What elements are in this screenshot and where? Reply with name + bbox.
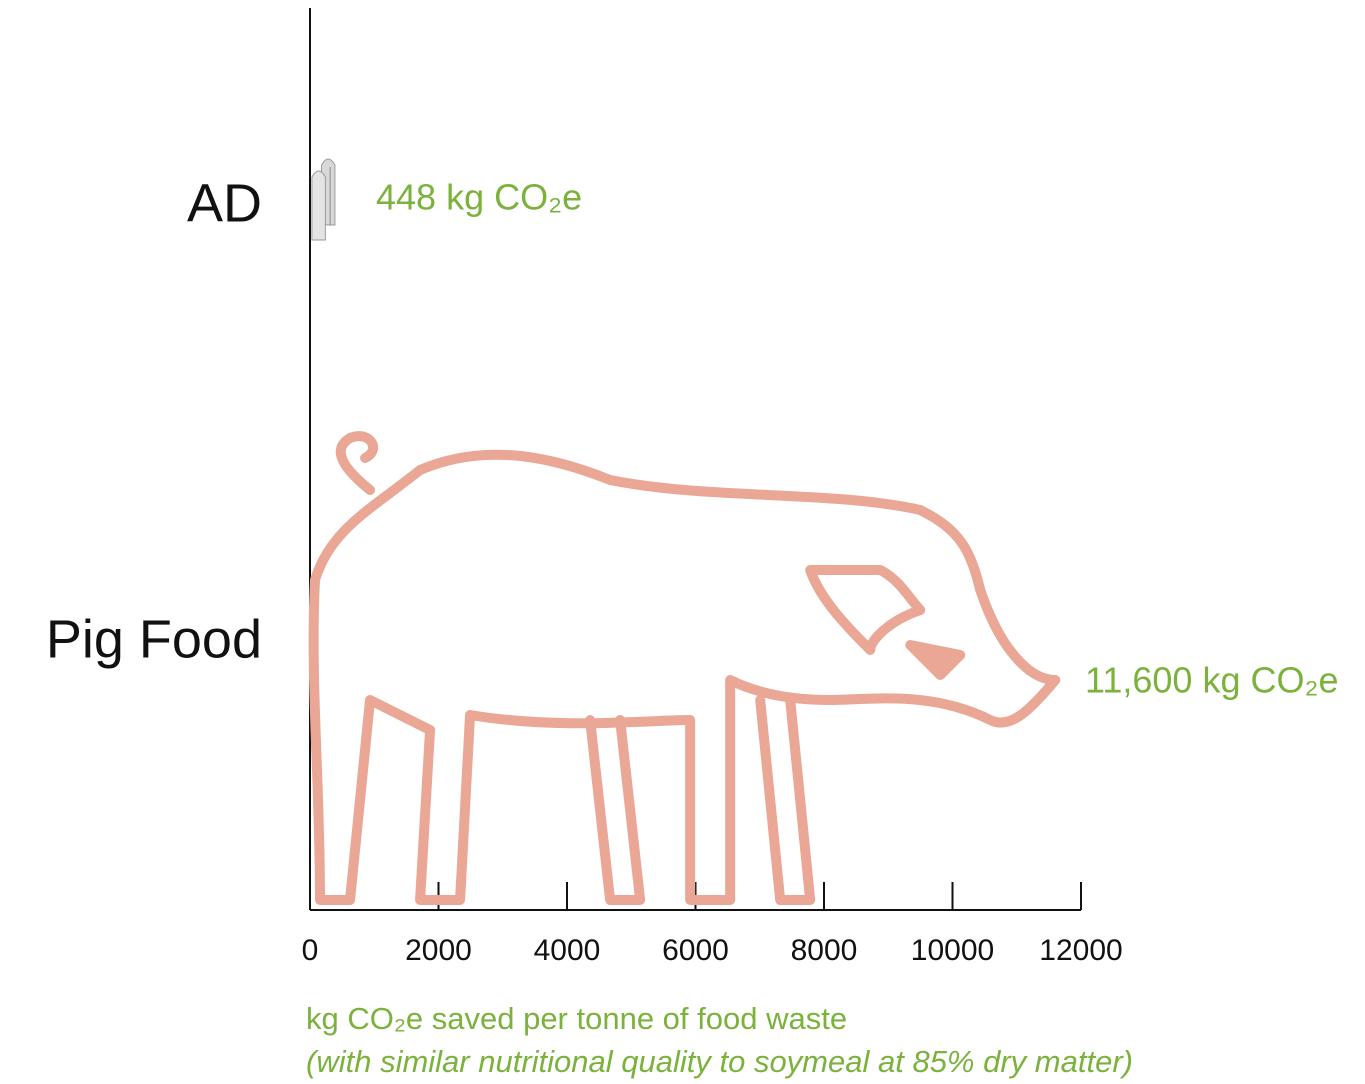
- x-tick-label: 4000: [534, 934, 601, 967]
- category-label: AD: [187, 173, 262, 233]
- value-label: 11,600 kg CO₂e: [1085, 660, 1338, 701]
- x-tick-label: 6000: [662, 934, 729, 967]
- pig-shape: [314, 436, 1056, 900]
- page: {"chart_data": {"type": "pictogram-bar",…: [0, 0, 1365, 1084]
- x-tick-label: 8000: [791, 934, 858, 967]
- pig-tail: [341, 436, 373, 490]
- chart: kg CO₂e saved per tonne of food waste (w…: [0, 0, 1365, 1084]
- x-tick-label: 12000: [1039, 934, 1122, 967]
- pig-eye: [910, 645, 960, 675]
- x-tick-label: 0: [302, 934, 319, 967]
- x-tick-label: 2000: [405, 934, 472, 967]
- pig-ear: [810, 570, 920, 650]
- category-label: Pig Food: [46, 609, 262, 669]
- x-axis-label: kg CO₂e saved per tonne of food waste: [306, 1001, 847, 1036]
- silo-front: [312, 171, 325, 240]
- pig-leg: [760, 700, 810, 900]
- pictogram-bar: [314, 436, 1056, 900]
- value-label: 448 kg CO₂e: [376, 177, 582, 218]
- x-axis-note: (with similar nutritional quality to soy…: [306, 1044, 1133, 1079]
- silo-shape: [312, 159, 335, 240]
- pig-leg: [590, 720, 640, 900]
- pictogram-bar: [312, 159, 335, 240]
- x-tick-label: 10000: [911, 934, 994, 967]
